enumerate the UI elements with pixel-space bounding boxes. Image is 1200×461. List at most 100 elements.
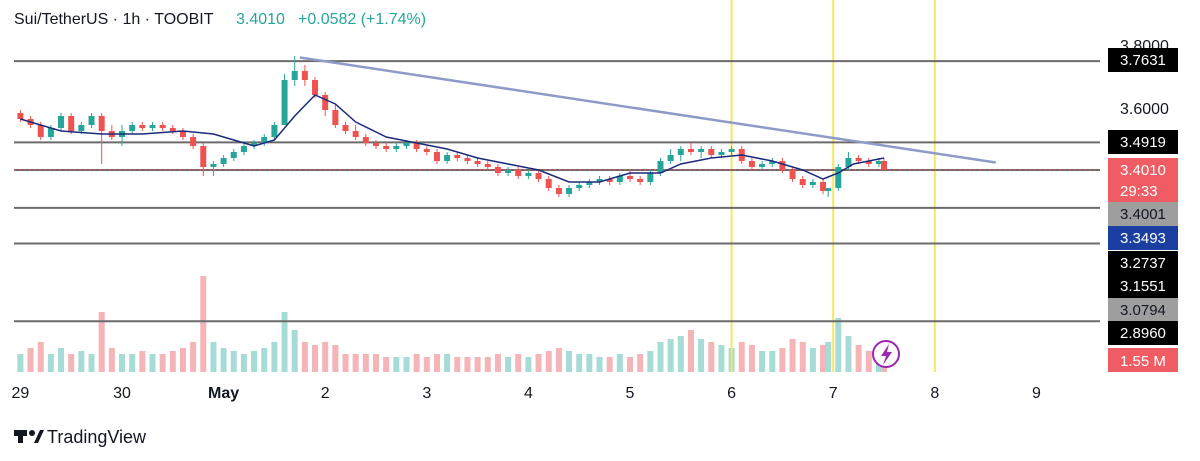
candle-body [835, 167, 842, 188]
volume-bar [637, 354, 644, 372]
candle-body [58, 116, 65, 128]
candle-body [220, 158, 227, 164]
candle-body [68, 116, 75, 131]
candle-body [515, 170, 522, 176]
candle-body [190, 137, 197, 146]
volume-bar [566, 351, 573, 372]
candle-body [809, 182, 816, 185]
volume-bar [845, 336, 852, 372]
candle-body [301, 71, 308, 80]
volume-bar [271, 342, 278, 372]
price-tag [1108, 321, 1178, 345]
volume-bar [322, 342, 329, 372]
price-tag-label: 2.8960 [1120, 325, 1166, 342]
candle-body [149, 125, 156, 128]
candle-body [88, 116, 95, 125]
price-tag [1108, 298, 1178, 322]
tradingview-logo-icon [14, 430, 44, 443]
volume-bar [799, 342, 806, 372]
candle-body [17, 113, 24, 119]
price-tag [1108, 274, 1178, 298]
countdown: 29:33 [1120, 183, 1158, 200]
candle-body [362, 137, 369, 143]
price-tag-label: 3.4010 [1120, 162, 1166, 179]
volume-bar [464, 357, 471, 372]
candle-body [855, 158, 862, 161]
volume-bar [17, 354, 24, 372]
volume-bar [505, 357, 512, 372]
y-tick-label: 3.6000 [1120, 101, 1169, 118]
candle-body [525, 173, 532, 176]
candle-body [616, 176, 623, 182]
candle-body [37, 125, 44, 137]
volume-bar [855, 345, 862, 372]
volume-bar [27, 348, 34, 372]
volume-bar [474, 357, 481, 372]
volume-bar [281, 312, 288, 372]
volume-bar [423, 357, 430, 372]
price-tag [1108, 48, 1178, 72]
volume-bar [687, 330, 694, 372]
volume-bar [393, 357, 400, 372]
candle-body [845, 158, 852, 167]
volume-bar [149, 354, 156, 372]
candle-body [413, 143, 420, 149]
price-change: +0.0582 (+1.74%) [298, 11, 426, 28]
price-tag-label: 3.3493 [1120, 230, 1166, 247]
volume-bar [240, 354, 247, 372]
volume-label: 1.55 M [1120, 353, 1166, 370]
brand-name: TradingView [47, 427, 147, 447]
candle-body [555, 188, 562, 194]
price-tag [1108, 130, 1178, 154]
price-tag [1108, 202, 1178, 226]
candle-body [403, 143, 410, 146]
candle-body [251, 143, 258, 146]
candle-body [647, 173, 654, 182]
volume-bar [454, 357, 461, 372]
candle-body [759, 164, 766, 167]
candle-body [230, 152, 237, 158]
volume-bar [312, 345, 319, 372]
candle-body [210, 164, 217, 167]
volume-bar [545, 351, 552, 372]
volume-bar [769, 351, 776, 372]
candle-body [98, 116, 105, 131]
price-tags: 3.7631 3.4919 3.4010 3.4001 3.3493 3.2737 3.15… [1108, 48, 1178, 345]
volume-bar [251, 351, 258, 372]
price-tag [1108, 226, 1178, 250]
candle-body [748, 161, 755, 167]
candle-body [627, 176, 633, 179]
volume-bar [159, 354, 166, 372]
volume-bar [108, 348, 115, 372]
volume-bar [515, 354, 522, 372]
volume-bar [139, 351, 146, 372]
volume-bar [179, 348, 186, 372]
candle-body [78, 125, 85, 131]
volume-bar [586, 354, 593, 372]
date-tick-label: 29 [12, 385, 30, 402]
candle-body [352, 131, 359, 137]
date-tick-label: 8 [930, 385, 939, 402]
candle-body [566, 188, 573, 194]
volume-bar [494, 354, 501, 372]
candle-body [505, 170, 512, 173]
volume-bar [129, 354, 136, 372]
lightning-icon[interactable] [872, 340, 900, 368]
price-tag-label: 3.0794 [1120, 302, 1166, 319]
candle-body [825, 188, 832, 191]
volume-bar [718, 345, 725, 372]
volume-bar [98, 312, 105, 372]
volume-bar [37, 342, 44, 372]
date-tick-label: 2 [321, 385, 330, 402]
volume-bar [535, 354, 542, 372]
candle-body [789, 170, 796, 179]
volume-bar [484, 357, 491, 372]
vertical-markers [730, 0, 936, 372]
candle-body [820, 182, 827, 191]
candle-body [728, 149, 735, 152]
volume-bar [119, 354, 125, 372]
candle-body [484, 164, 491, 167]
candle-body [444, 155, 451, 161]
volume-bar [332, 345, 339, 372]
volume-tag [1108, 348, 1178, 372]
